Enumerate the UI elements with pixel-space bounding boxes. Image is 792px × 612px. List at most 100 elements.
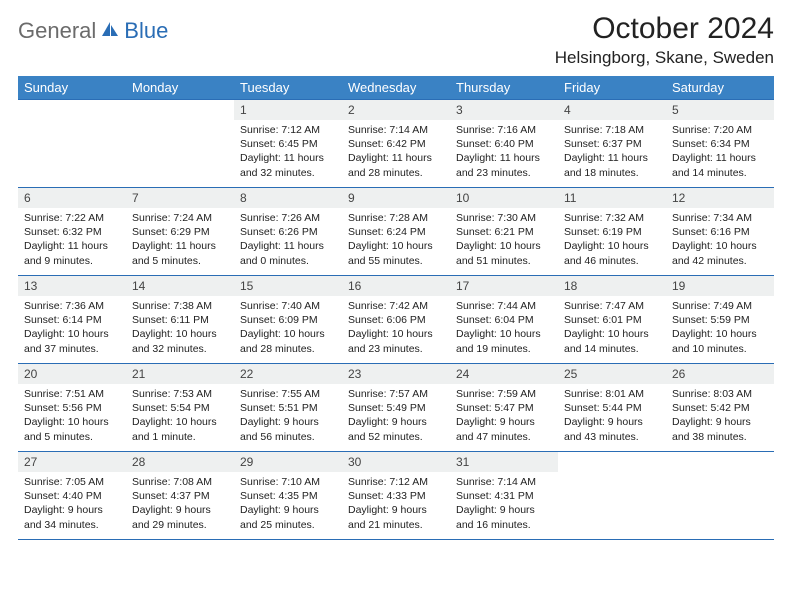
day-number: [18, 100, 126, 106]
sunrise-text: Sunrise: 7:51 AM: [24, 387, 120, 401]
day-number: 31: [450, 452, 558, 472]
sunrise-text: Sunrise: 7:28 AM: [348, 211, 444, 225]
daylight-text: Daylight: 11 hours and 23 minutes.: [456, 151, 552, 179]
day-header: Sunday: [18, 76, 126, 100]
daylight-text: Daylight: 11 hours and 5 minutes.: [132, 239, 228, 267]
day-cell: 6Sunrise: 7:22 AMSunset: 6:32 PMDaylight…: [18, 188, 126, 276]
day-cell: 2Sunrise: 7:14 AMSunset: 6:42 PMDaylight…: [342, 100, 450, 188]
sunset-text: Sunset: 6:09 PM: [240, 313, 336, 327]
daylight-text: Daylight: 10 hours and 37 minutes.: [24, 327, 120, 355]
day-body: Sunrise: 7:12 AMSunset: 4:33 PMDaylight:…: [342, 472, 450, 532]
sunrise-text: Sunrise: 7:16 AM: [456, 123, 552, 137]
sunset-text: Sunset: 5:56 PM: [24, 401, 120, 415]
sunset-text: Sunset: 6:26 PM: [240, 225, 336, 239]
day-body: Sunrise: 7:34 AMSunset: 6:16 PMDaylight:…: [666, 208, 774, 268]
sunset-text: Sunset: 6:40 PM: [456, 137, 552, 151]
day-number: 26: [666, 364, 774, 384]
day-body: Sunrise: 7:14 AMSunset: 4:31 PMDaylight:…: [450, 472, 558, 532]
day-cell: 11Sunrise: 7:32 AMSunset: 6:19 PMDayligh…: [558, 188, 666, 276]
day-body: Sunrise: 7:10 AMSunset: 4:35 PMDaylight:…: [234, 472, 342, 532]
day-body: Sunrise: 7:53 AMSunset: 5:54 PMDaylight:…: [126, 384, 234, 444]
month-title: October 2024: [555, 12, 774, 46]
daylight-text: Daylight: 9 hours and 52 minutes.: [348, 415, 444, 443]
daylight-text: Daylight: 9 hours and 43 minutes.: [564, 415, 660, 443]
daylight-text: Daylight: 11 hours and 14 minutes.: [672, 151, 768, 179]
day-number: 28: [126, 452, 234, 472]
day-cell: 1Sunrise: 7:12 AMSunset: 6:45 PMDaylight…: [234, 100, 342, 188]
day-cell: 5Sunrise: 7:20 AMSunset: 6:34 PMDaylight…: [666, 100, 774, 188]
sunrise-text: Sunrise: 7:57 AM: [348, 387, 444, 401]
day-number: 18: [558, 276, 666, 296]
day-cell: 9Sunrise: 7:28 AMSunset: 6:24 PMDaylight…: [342, 188, 450, 276]
day-cell: 8Sunrise: 7:26 AMSunset: 6:26 PMDaylight…: [234, 188, 342, 276]
day-number: [558, 452, 666, 458]
day-body: Sunrise: 7:51 AMSunset: 5:56 PMDaylight:…: [18, 384, 126, 444]
day-cell: 10Sunrise: 7:30 AMSunset: 6:21 PMDayligh…: [450, 188, 558, 276]
sunrise-text: Sunrise: 7:14 AM: [456, 475, 552, 489]
sunrise-text: Sunrise: 7:12 AM: [240, 123, 336, 137]
day-body: Sunrise: 7:36 AMSunset: 6:14 PMDaylight:…: [18, 296, 126, 356]
location-text: Helsingborg, Skane, Sweden: [555, 48, 774, 68]
day-body: Sunrise: 7:57 AMSunset: 5:49 PMDaylight:…: [342, 384, 450, 444]
daylight-text: Daylight: 10 hours and 28 minutes.: [240, 327, 336, 355]
logo-sail-icon: [100, 20, 120, 43]
day-header: Wednesday: [342, 76, 450, 100]
day-header: Monday: [126, 76, 234, 100]
calendar-page: General Blue October 2024 Helsingborg, S…: [0, 0, 792, 540]
day-number: 15: [234, 276, 342, 296]
sunset-text: Sunset: 5:51 PM: [240, 401, 336, 415]
sunset-text: Sunset: 6:16 PM: [672, 225, 768, 239]
day-cell: 26Sunrise: 8:03 AMSunset: 5:42 PMDayligh…: [666, 364, 774, 452]
day-body: Sunrise: 7:38 AMSunset: 6:11 PMDaylight:…: [126, 296, 234, 356]
week-row: 1Sunrise: 7:12 AMSunset: 6:45 PMDaylight…: [18, 100, 774, 188]
sunrise-text: Sunrise: 7:40 AM: [240, 299, 336, 313]
week-row: 20Sunrise: 7:51 AMSunset: 5:56 PMDayligh…: [18, 364, 774, 452]
daylight-text: Daylight: 10 hours and 55 minutes.: [348, 239, 444, 267]
day-body: Sunrise: 7:24 AMSunset: 6:29 PMDaylight:…: [126, 208, 234, 268]
day-cell: 14Sunrise: 7:38 AMSunset: 6:11 PMDayligh…: [126, 276, 234, 364]
day-body: Sunrise: 7:08 AMSunset: 4:37 PMDaylight:…: [126, 472, 234, 532]
day-number: 16: [342, 276, 450, 296]
daylight-text: Daylight: 9 hours and 29 minutes.: [132, 503, 228, 531]
daylight-text: Daylight: 10 hours and 19 minutes.: [456, 327, 552, 355]
sunrise-text: Sunrise: 7:12 AM: [348, 475, 444, 489]
day-cell: [666, 452, 774, 540]
page-header: General Blue October 2024 Helsingborg, S…: [18, 12, 774, 68]
daylight-text: Daylight: 10 hours and 51 minutes.: [456, 239, 552, 267]
day-body: Sunrise: 7:26 AMSunset: 6:26 PMDaylight:…: [234, 208, 342, 268]
day-number: 20: [18, 364, 126, 384]
sunset-text: Sunset: 4:35 PM: [240, 489, 336, 503]
sunrise-text: Sunrise: 7:53 AM: [132, 387, 228, 401]
sunset-text: Sunset: 5:54 PM: [132, 401, 228, 415]
daylight-text: Daylight: 9 hours and 47 minutes.: [456, 415, 552, 443]
day-cell: 17Sunrise: 7:44 AMSunset: 6:04 PMDayligh…: [450, 276, 558, 364]
day-cell: 13Sunrise: 7:36 AMSunset: 6:14 PMDayligh…: [18, 276, 126, 364]
day-cell: 25Sunrise: 8:01 AMSunset: 5:44 PMDayligh…: [558, 364, 666, 452]
day-number: 6: [18, 188, 126, 208]
day-body: Sunrise: 7:42 AMSunset: 6:06 PMDaylight:…: [342, 296, 450, 356]
day-body: Sunrise: 7:55 AMSunset: 5:51 PMDaylight:…: [234, 384, 342, 444]
daylight-text: Daylight: 11 hours and 28 minutes.: [348, 151, 444, 179]
day-cell: 16Sunrise: 7:42 AMSunset: 6:06 PMDayligh…: [342, 276, 450, 364]
day-number: 21: [126, 364, 234, 384]
sunrise-text: Sunrise: 7:59 AM: [456, 387, 552, 401]
day-number: 29: [234, 452, 342, 472]
day-number: 11: [558, 188, 666, 208]
daylight-text: Daylight: 9 hours and 25 minutes.: [240, 503, 336, 531]
sunset-text: Sunset: 5:44 PM: [564, 401, 660, 415]
sunset-text: Sunset: 5:49 PM: [348, 401, 444, 415]
day-cell: [126, 100, 234, 188]
day-number: 23: [342, 364, 450, 384]
day-number: 25: [558, 364, 666, 384]
sunset-text: Sunset: 6:21 PM: [456, 225, 552, 239]
day-number: [666, 452, 774, 458]
week-row: 27Sunrise: 7:05 AMSunset: 4:40 PMDayligh…: [18, 452, 774, 540]
day-body: Sunrise: 7:22 AMSunset: 6:32 PMDaylight:…: [18, 208, 126, 268]
sunrise-text: Sunrise: 7:44 AM: [456, 299, 552, 313]
sunrise-text: Sunrise: 7:14 AM: [348, 123, 444, 137]
sunrise-text: Sunrise: 7:08 AM: [132, 475, 228, 489]
day-body: Sunrise: 8:01 AMSunset: 5:44 PMDaylight:…: [558, 384, 666, 444]
daylight-text: Daylight: 10 hours and 5 minutes.: [24, 415, 120, 443]
sunset-text: Sunset: 4:37 PM: [132, 489, 228, 503]
day-body: Sunrise: 7:40 AMSunset: 6:09 PMDaylight:…: [234, 296, 342, 356]
